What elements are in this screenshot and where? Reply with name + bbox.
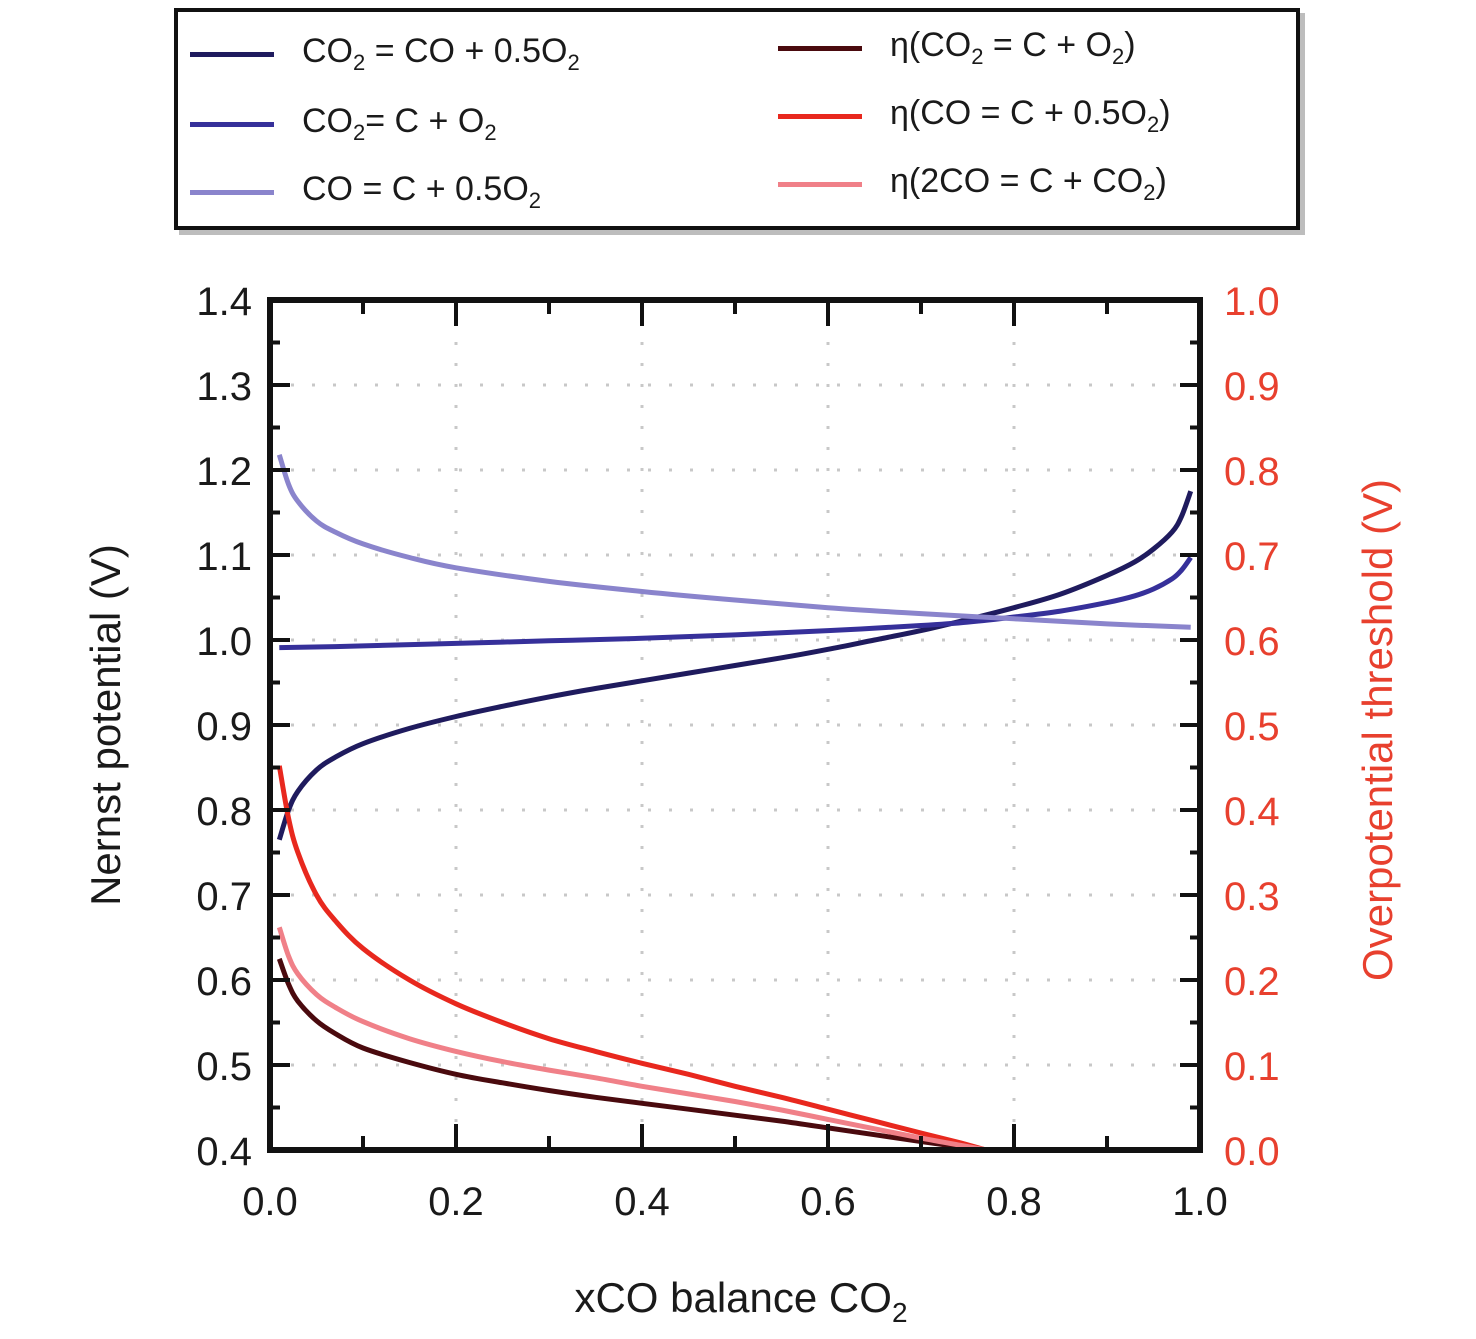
legend-item: η(CO = C + 0.5O2) xyxy=(778,94,1171,137)
series-group xyxy=(276,453,1194,1153)
y-tick-label-left: 1.3 xyxy=(196,365,252,409)
x-tick-label: 0.4 xyxy=(614,1180,670,1224)
y-tick-label-right: 0.2 xyxy=(1224,960,1280,1004)
legend-swatch xyxy=(190,51,274,57)
y-tick-label-left: 1.1 xyxy=(196,535,252,579)
legend-item: η(2CO = C + CO2) xyxy=(778,162,1167,205)
legend-item: CO2= C + O2 xyxy=(190,102,497,145)
legend-label: η(2CO = C + CO2) xyxy=(890,162,1167,205)
x-axis-title: xCO balance CO2 xyxy=(574,1274,907,1328)
y-tick-label-right: 1.0 xyxy=(1224,280,1280,324)
series-line-2 xyxy=(276,453,1191,630)
y-tick-label-left: 0.9 xyxy=(196,705,252,749)
legend-item: CO2 = CO + 0.5O2 xyxy=(190,32,580,75)
legend-label: η(CO = C + 0.5O2) xyxy=(890,94,1171,137)
y-tick-label-left: 0.8 xyxy=(196,790,252,834)
legend-item: CO = C + 0.5O2 xyxy=(190,170,542,213)
y-tick-label-right: 0.5 xyxy=(1224,705,1280,749)
y-tick-label-left: 1.0 xyxy=(196,620,252,664)
y-tick-label-right: 0.7 xyxy=(1224,535,1280,579)
y-tick-label-left: 0.6 xyxy=(196,960,252,1004)
y-tick-label-right: 0.3 xyxy=(1224,875,1280,919)
y-tick-label-right: 0.8 xyxy=(1224,450,1280,494)
y-tick-label-left: 0.7 xyxy=(196,875,252,919)
y-tick-label-right: 0.1 xyxy=(1224,1045,1280,1089)
x-tick-label: 0.6 xyxy=(800,1180,856,1224)
series-line-1 xyxy=(279,556,1193,651)
legend: CO2 = CO + 0.5O2 CO2= C + O2 CO = C + 0.5O… xyxy=(174,8,1300,230)
y-tick-label-right: 0.4 xyxy=(1224,790,1280,834)
legend-label: CO2= C + O2 xyxy=(302,102,497,145)
x-tick-label: 0.0 xyxy=(242,1180,298,1224)
legend-item: η(CO2 = C + O2) xyxy=(778,26,1136,69)
x-axis-title-subscript: 2 xyxy=(892,1297,908,1328)
series-line-4 xyxy=(276,765,987,1153)
grid xyxy=(270,300,1200,1150)
legend-swatch xyxy=(190,121,274,127)
legend-swatch xyxy=(778,113,862,119)
legend-swatch xyxy=(778,181,862,187)
y-tick-label-right: 0.9 xyxy=(1224,365,1280,409)
y-tick-label-right: 0.6 xyxy=(1224,620,1280,664)
y-tick-label-right: 0.0 xyxy=(1224,1130,1280,1174)
y-tick-label-left: 0.4 xyxy=(196,1130,252,1174)
legend-swatch xyxy=(778,45,862,51)
series-line-3 xyxy=(276,957,987,1153)
legend-label: CO = C + 0.5O2 xyxy=(302,170,542,213)
x-tick-label: 0.2 xyxy=(428,1180,484,1224)
y-tick-label-left: 1.4 xyxy=(196,280,252,324)
x-tick-label: 1.0 xyxy=(1172,1180,1228,1224)
legend-label: η(CO2 = C + O2) xyxy=(890,26,1136,69)
ticks xyxy=(270,300,1200,1150)
legend-swatch xyxy=(190,189,274,195)
series-line-5 xyxy=(276,926,987,1153)
x-axis-title-text: xCO balance CO xyxy=(574,1274,891,1321)
legend-label: CO2 = CO + 0.5O2 xyxy=(302,32,580,75)
y-tick-label-left: 1.2 xyxy=(196,450,252,494)
series-line-0 xyxy=(276,490,1194,841)
y-axis-title-left: Nernst potential (V) xyxy=(82,544,129,906)
x-tick-label: 0.8 xyxy=(986,1180,1042,1224)
y-tick-label-left: 0.5 xyxy=(196,1045,252,1089)
y-axis-title-right: Overpotential threshold (V) xyxy=(1354,479,1401,981)
